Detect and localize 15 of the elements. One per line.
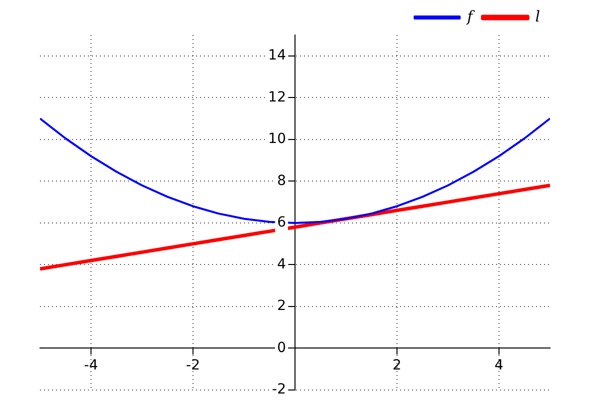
y-tick-label: 0 <box>277 340 286 356</box>
y-tick-label: 10 <box>268 131 286 148</box>
legend-label: l <box>535 7 540 26</box>
x-tick-label: -2 <box>186 357 200 374</box>
y-tick-label: 12 <box>268 89 286 106</box>
y-tick-label: 2 <box>277 298 286 314</box>
x-tick-label: 2 <box>392 357 402 374</box>
legend-label: f <box>466 7 476 26</box>
y-tick-label: 8 <box>277 172 286 189</box>
y-tick-label: 14 <box>268 48 286 64</box>
y-tick-label: 6 <box>277 214 286 231</box>
x-tick-label: -4 <box>84 357 98 374</box>
x-tick-label: 4 <box>494 357 504 374</box>
y-tick-label: -2 <box>272 382 286 398</box>
y-tick-label: 4 <box>277 256 286 272</box>
